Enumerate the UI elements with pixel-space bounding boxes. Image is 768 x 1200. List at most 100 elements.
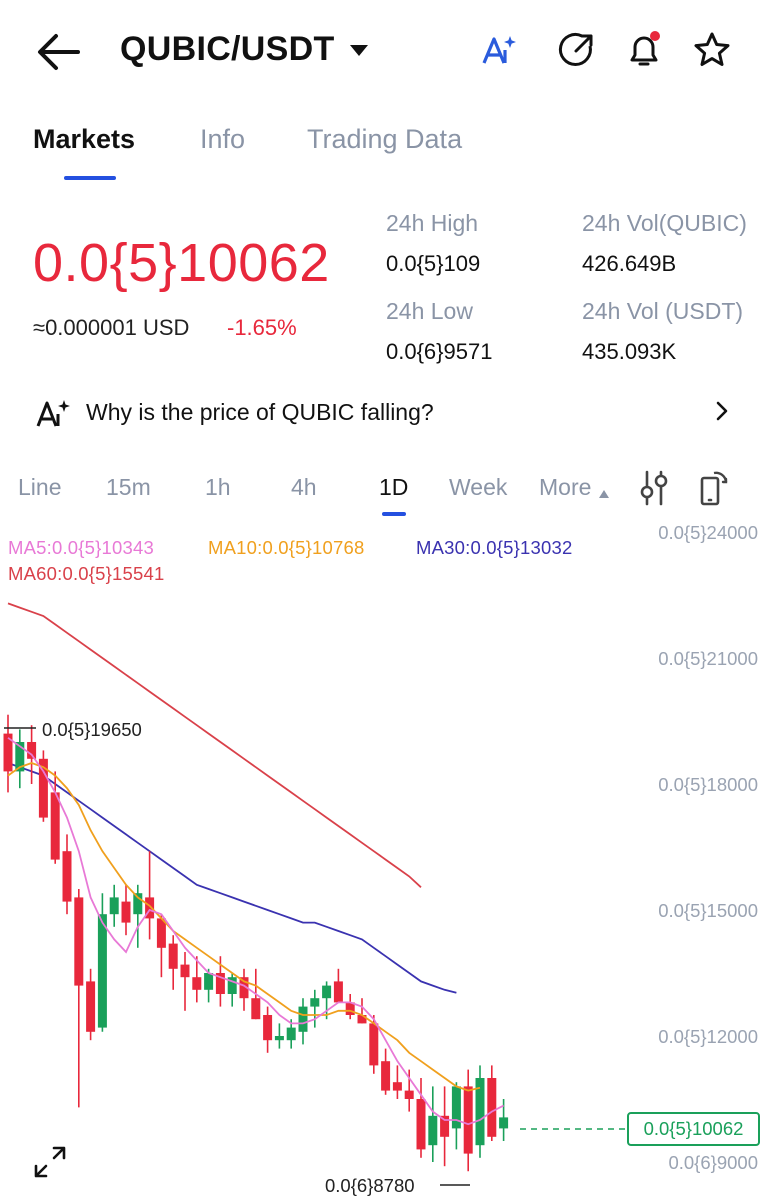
candle-body: [475, 1078, 485, 1146]
y-axis-label: 0.0{5}12000: [658, 1026, 758, 1047]
candle-body: [97, 914, 107, 1028]
candle-body: [192, 977, 202, 990]
tab-info[interactable]: Info: [200, 124, 246, 154]
candle-body: [499, 1117, 509, 1129]
current-price-tag: 0.0{5}10062: [627, 1112, 760, 1146]
interval-1d[interactable]: 1D: [379, 474, 409, 500]
price-usd-equivalent: ≈0.000001 USD: [33, 315, 190, 340]
stat-24h-vol-quote-label: 24h Vol (USDT): [582, 298, 744, 324]
ma10-legend: MA10:0.0{5}10768: [208, 537, 365, 558]
share-icon[interactable]: [556, 30, 596, 70]
stat-24h-vol-quote-value: 435.093K: [582, 339, 677, 364]
more-caret-icon: [599, 490, 609, 498]
candle-body: [215, 973, 225, 994]
ma5-line: [7, 737, 505, 1126]
candle-body: [298, 1006, 308, 1032]
candle-body: [156, 918, 166, 948]
candle-body: [227, 977, 237, 994]
indicator-settings-icon[interactable]: [638, 470, 670, 506]
ai-insight-row[interactable]: Why is the price of QUBIC falling?: [0, 384, 768, 440]
active-tab-indicator: [64, 176, 116, 180]
candle-body: [109, 897, 119, 915]
candle-body: [310, 998, 320, 1007]
interval-4h[interactable]: 4h: [291, 474, 317, 500]
interval-1h[interactable]: 1h: [205, 474, 231, 500]
y-axis-label: 0.0{5}24000: [658, 522, 758, 543]
candle-body: [50, 792, 60, 860]
candle-body: [145, 897, 155, 919]
candle-body: [345, 1002, 355, 1015]
ai-question-text: Why is the price of QUBIC falling?: [86, 399, 434, 425]
ma60-legend: MA60:0.0{5}15541: [8, 563, 165, 584]
candle-body: [487, 1078, 497, 1137]
candle-body: [416, 1099, 426, 1150]
low-price-marker: 0.0{6}8780: [325, 1175, 415, 1196]
ai-sparkle-icon[interactable]: [480, 30, 520, 70]
candle-body: [428, 1115, 438, 1146]
candle-body: [322, 985, 332, 999]
candle-body: [369, 1023, 379, 1066]
candle-body: [38, 758, 48, 818]
ma30-legend: MA30:0.0{5}13032: [416, 537, 573, 558]
candle-body: [404, 1090, 414, 1099]
candle-body: [74, 897, 84, 986]
back-arrow-icon[interactable]: [34, 30, 82, 74]
candle-body: [168, 943, 178, 969]
candle-body: [27, 742, 37, 759]
interval-15m[interactable]: 15m: [106, 474, 151, 500]
candle-body: [463, 1086, 473, 1154]
rotate-screen-icon[interactable]: [698, 470, 730, 506]
candle-body: [15, 742, 25, 772]
candlestick-chart[interactable]: [0, 520, 768, 1200]
active-interval-indicator: [382, 512, 406, 516]
tab-trading-data[interactable]: Trading Data: [307, 124, 463, 154]
candle-body: [333, 981, 343, 1003]
candle-body: [274, 1036, 284, 1041]
stat-24h-low-label: 24h Low: [386, 298, 473, 324]
candle-body: [204, 973, 214, 990]
candle-body: [381, 1061, 391, 1091]
candle-body: [451, 1086, 461, 1129]
interval-week[interactable]: Week: [449, 474, 508, 500]
price-change-percent: -1.65%: [227, 315, 297, 340]
high-price-marker: 0.0{5}19650: [42, 719, 142, 740]
candle-body: [357, 1015, 367, 1024]
candle-body: [239, 977, 249, 999]
y-axis-label: 0.0{5}21000: [658, 648, 758, 669]
y-axis-label: 0.0{5}15000: [658, 900, 758, 921]
chevron-right-icon: [716, 401, 728, 421]
ma5-legend: MA5:0.0{5}10343: [8, 537, 154, 558]
ma30-line: [7, 762, 457, 994]
candle-body: [251, 998, 261, 1020]
app-header: QUBIC/USDT: [0, 0, 768, 100]
interval-line[interactable]: Line: [18, 474, 62, 500]
interval-selector: Line 15m 1h 4h 1D Week More: [0, 462, 768, 522]
y-axis-label: 0.0{5}18000: [658, 774, 758, 795]
stat-24h-low-value: 0.0{6}9571: [386, 339, 493, 364]
candle-body: [180, 964, 190, 978]
candle-body: [440, 1115, 450, 1137]
candle-body: [62, 851, 72, 902]
interval-more[interactable]: More: [539, 474, 592, 500]
stat-24h-vol-base-label: 24h Vol(QUBIC): [582, 210, 747, 236]
expand-chart-icon[interactable]: [30, 1142, 70, 1182]
stat-24h-vol-base-value: 426.649B: [582, 251, 677, 276]
bell-icon[interactable]: [624, 30, 664, 70]
candle-body: [3, 733, 13, 772]
last-price: 0.0{5}10062: [33, 233, 330, 293]
candle-body: [86, 981, 96, 1032]
pair-dropdown-caret-icon[interactable]: [350, 45, 368, 56]
star-icon[interactable]: [692, 30, 732, 70]
candle-body: [133, 893, 143, 915]
stat-24h-high-label: 24h High: [386, 210, 479, 236]
tab-markets[interactable]: Markets: [33, 124, 136, 154]
candle-body: [392, 1082, 402, 1091]
ai-sparkle-icon: [36, 400, 70, 427]
market-tabs: Markets Info Trading Data: [0, 118, 768, 188]
ma60-line: [7, 602, 422, 888]
stat-24h-high-value: 0.0{5}109: [386, 251, 481, 276]
trading-pair-title[interactable]: QUBIC/USDT: [120, 30, 335, 68]
candle-body: [286, 1027, 296, 1041]
candle-body: [121, 901, 131, 923]
candle-body: [263, 1015, 273, 1041]
